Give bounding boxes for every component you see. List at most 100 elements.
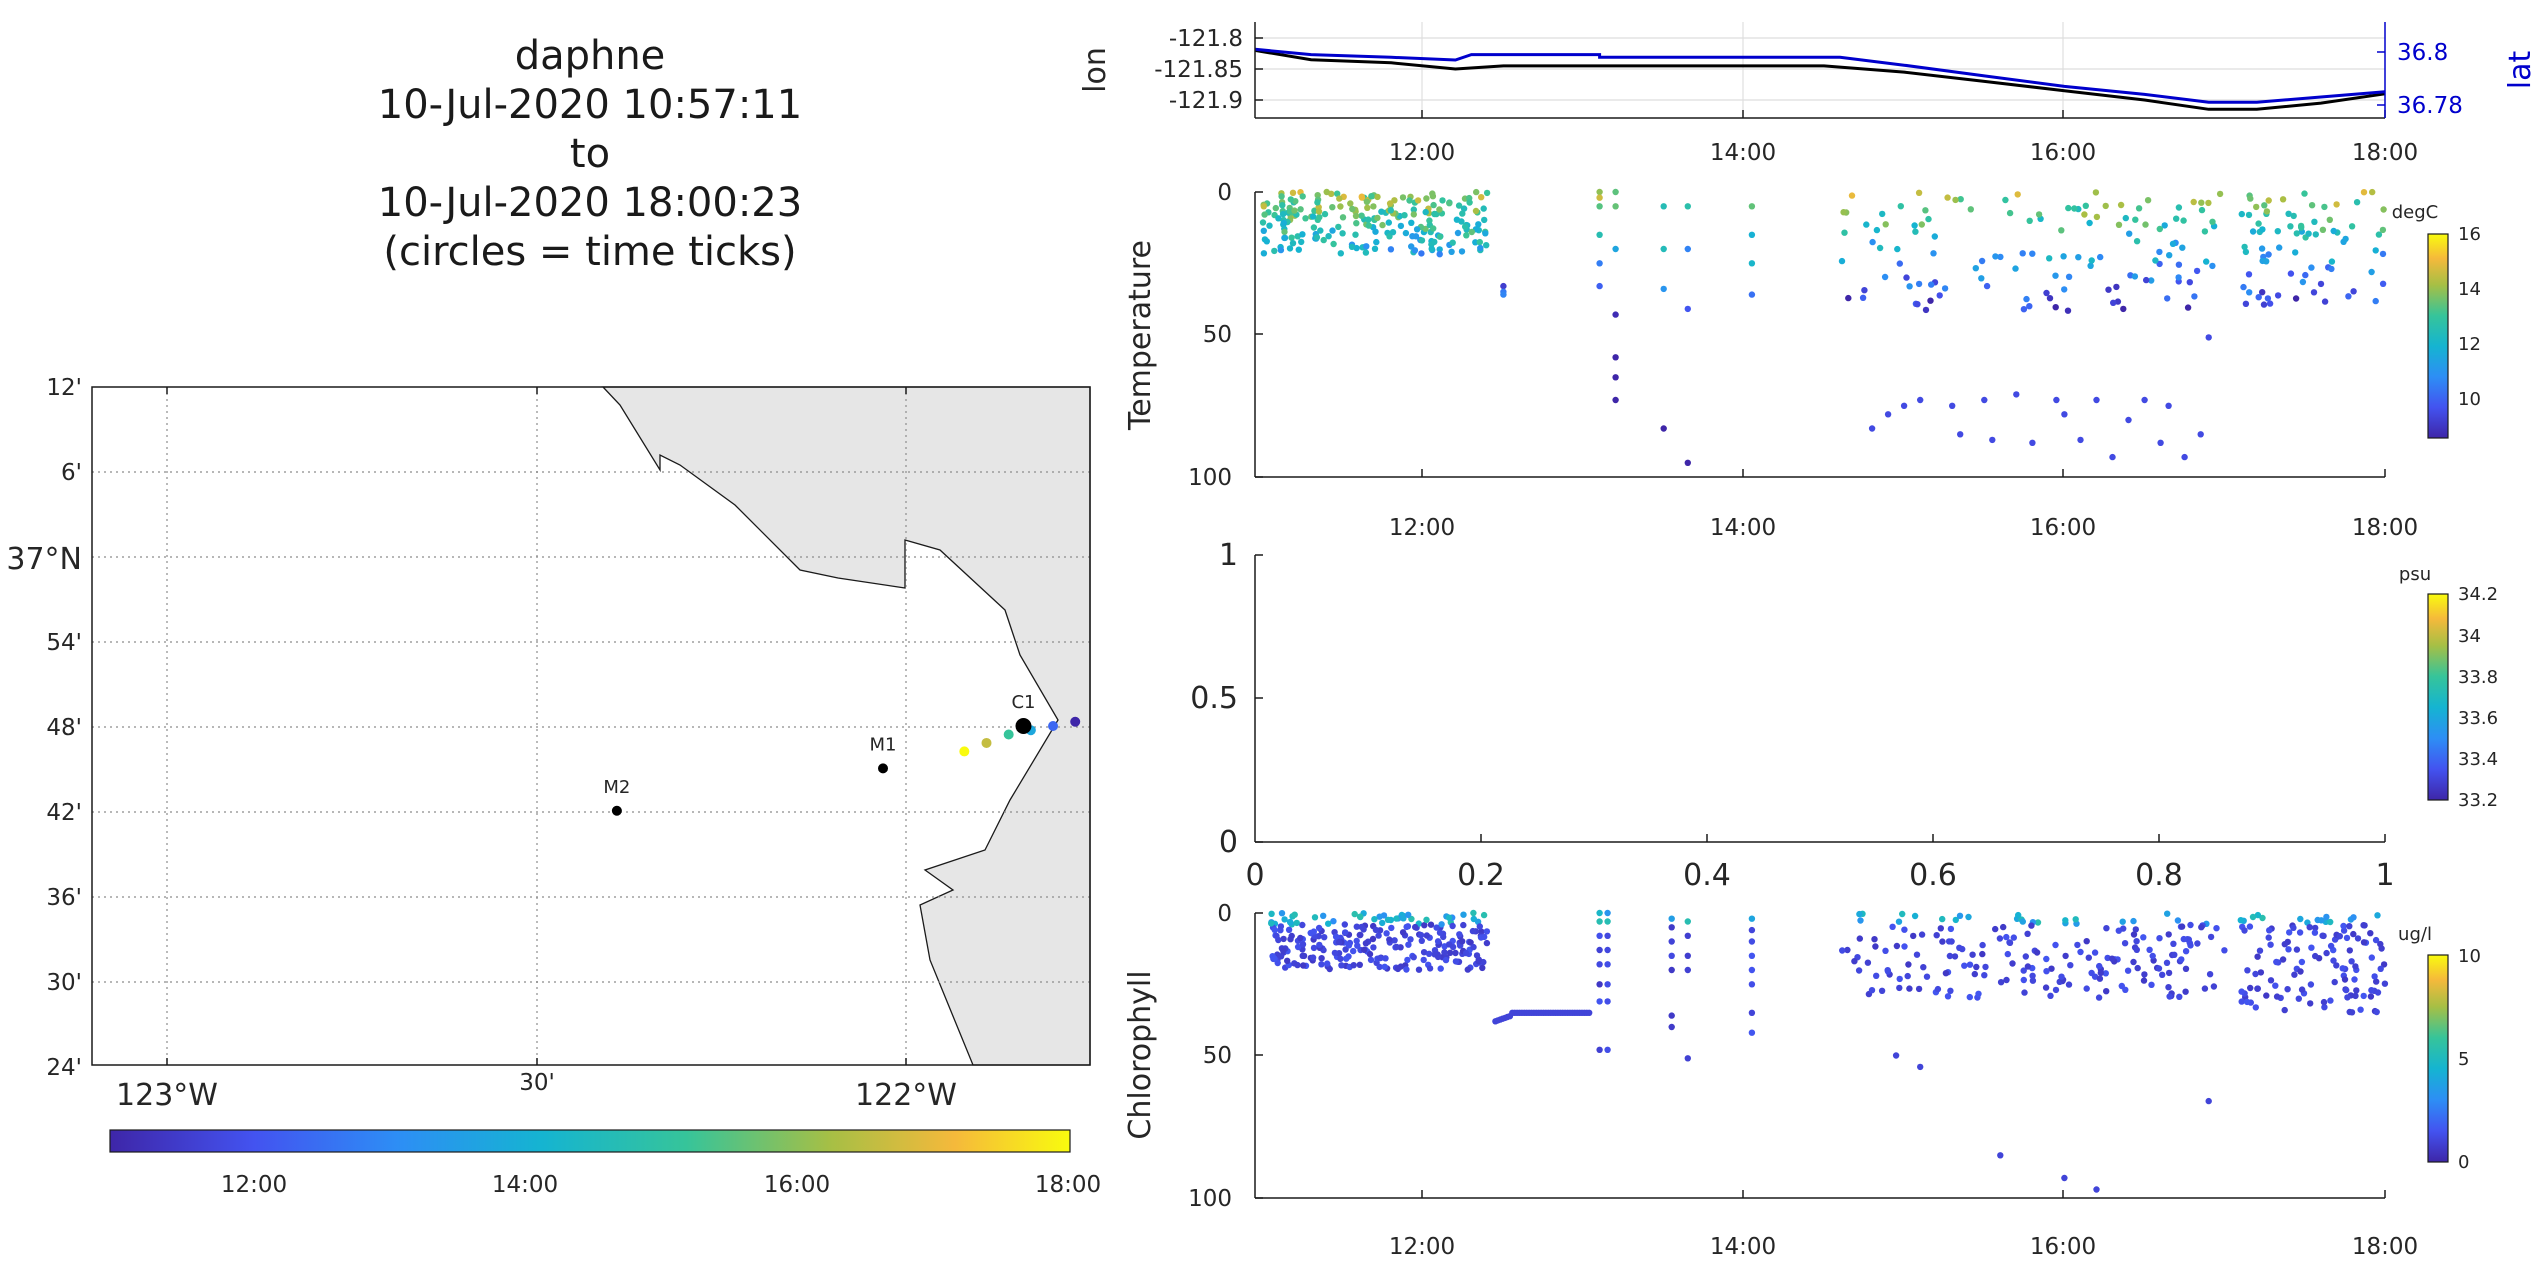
chlorophyll-point	[1460, 921, 1467, 929]
temperature-panel: 0 50 100 Temperature 12:00 14:00 16:00 1…	[1123, 180, 2481, 541]
chlorophyll-point	[1277, 953, 1285, 960]
temperature-point	[2087, 262, 2094, 269]
chlorophyll-point	[1354, 942, 1361, 949]
chlorophyll-point	[2373, 1008, 2380, 1016]
chlorophyll-point	[1356, 913, 1364, 920]
temperature-point	[1348, 243, 1356, 250]
chlorophyll-point	[2149, 952, 2156, 960]
chlorophyll-point	[1479, 964, 1486, 972]
chlorophyll-point	[2015, 911, 2022, 919]
temperature-point	[1278, 193, 1285, 200]
chlorophyll-point	[1376, 963, 1383, 971]
temperature-point	[1684, 203, 1692, 210]
chlorophyll-point	[2020, 976, 2028, 984]
temperature-point	[1299, 193, 1306, 200]
chlorophyll-point	[1436, 929, 1444, 936]
chlorophyll-point	[1393, 915, 1400, 922]
chlorophyll-point	[1913, 951, 1921, 958]
temperature-point	[1873, 226, 1881, 234]
chlorophyll-point	[1956, 912, 1964, 919]
temperature-point	[2086, 219, 2093, 227]
chlorophyll-point	[1604, 918, 1611, 925]
chlorophyll-point	[2291, 971, 2298, 978]
temperature-point	[1684, 245, 1692, 253]
temperature-point	[2186, 279, 2193, 286]
temperature-point	[1315, 208, 1323, 215]
chlorophyll-point	[2298, 986, 2306, 993]
chlorophyll-point	[1379, 919, 1386, 927]
temperature-point	[1436, 206, 1443, 213]
chlorophyll-point	[2074, 941, 2081, 949]
chlorophyll-point	[1668, 924, 1675, 931]
temperature-point	[2152, 257, 2159, 264]
temperature-point	[1337, 250, 1345, 257]
temperature-point	[1325, 233, 1332, 240]
temperature-point	[2029, 250, 2036, 257]
temperature-point	[2053, 396, 2060, 404]
chlorophyll-axes	[1254, 912, 2386, 1199]
colorbar-tick: 33.8	[2458, 667, 2498, 688]
temperature-point	[2065, 204, 2072, 212]
temperature-point	[1408, 219, 1415, 226]
chlorophyll-point	[2286, 929, 2293, 936]
chlorophyll-point	[2156, 935, 2163, 942]
chlorophyll-point	[1386, 936, 1393, 943]
temperature-point	[1915, 280, 1923, 288]
chlorophyll-point	[2028, 922, 2035, 929]
temperature-point	[1436, 246, 1443, 253]
lon-tick: 122°W	[855, 1078, 957, 1113]
chlorophyll-point	[2351, 976, 2358, 983]
temperature-point	[1845, 294, 1852, 302]
chlorophyll-point	[2186, 939, 2193, 947]
temperature-point	[1339, 214, 1347, 221]
chlorophyll-point	[1596, 909, 1603, 917]
chlorophyll-point	[2124, 967, 2132, 974]
chlorophyll-point	[1372, 926, 1380, 934]
temperature-point	[1840, 209, 1847, 216]
chlorophyll-point	[1604, 1046, 1611, 1054]
temperature-point	[2379, 226, 2387, 234]
temperature-point	[1914, 301, 1921, 308]
temperature-point	[2115, 221, 2123, 228]
chlorophyll-point	[1311, 914, 1319, 921]
temperature-point	[1930, 250, 1937, 257]
chlorophyll-point	[1446, 949, 1454, 956]
chlorophyll-point	[2367, 930, 2374, 937]
chlorophyll-point	[1410, 954, 1417, 961]
temperature-point	[2135, 205, 2143, 212]
chlorophyll-point	[2133, 938, 2140, 945]
temperature-point	[1500, 282, 1507, 290]
chlorophyll-point	[2085, 954, 2092, 961]
chlorophyll-point	[2249, 913, 2257, 921]
temperature-point	[1612, 245, 1619, 253]
chlorophyll-point	[1383, 930, 1390, 937]
temperature-point	[2014, 191, 2021, 198]
colorbar-tick: 5	[2458, 1049, 2469, 1070]
chlorophyll-point	[1952, 916, 1960, 924]
time-tick: 16:00	[2030, 1234, 2096, 1260]
temperature-point	[1399, 194, 1407, 201]
chlorophyll-point	[1404, 956, 1411, 964]
chlorophyll-point	[1434, 953, 1442, 961]
temperature-point	[1275, 215, 1282, 222]
temperature-point	[2249, 228, 2257, 235]
time-colorbar	[109, 1129, 1071, 1153]
chlorophyll-point	[1748, 966, 1756, 974]
temperature-point	[1281, 234, 1289, 242]
chlorophyll-point	[2000, 923, 2007, 931]
chlorophyll-point	[1942, 970, 1950, 977]
temperature-point	[1455, 202, 1463, 209]
temperature-point	[2279, 196, 2287, 203]
chlorophyll-point	[1748, 926, 1756, 934]
temperature-point	[2368, 268, 2375, 276]
chlorophyll-point	[2298, 958, 2306, 966]
temperature-point	[1436, 233, 1444, 240]
temperature-point	[1299, 231, 1306, 238]
temperature-point	[1475, 221, 1482, 228]
map-lon-labels: 123°W 30' 122°W	[116, 1070, 957, 1113]
lon-tick: -121.9	[1169, 88, 1243, 114]
chlorophyll-point	[1342, 929, 1349, 936]
chlorophyll-point	[1371, 916, 1378, 923]
chlorophyll-point	[2022, 953, 2030, 960]
temperature-point	[2375, 231, 2383, 238]
